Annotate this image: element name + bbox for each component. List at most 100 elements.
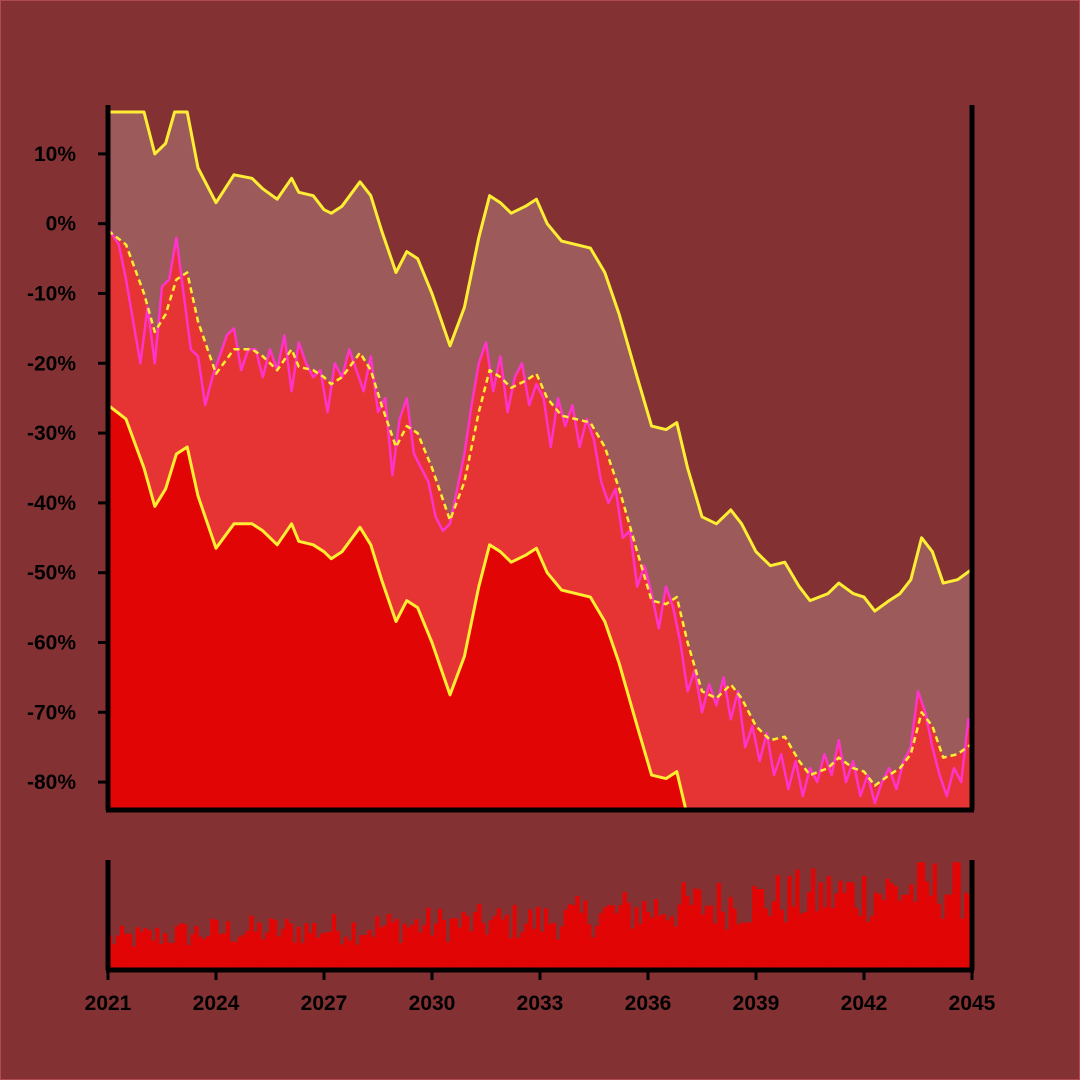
- volume-bar: [300, 943, 305, 970]
- volume-bar: [579, 912, 584, 970]
- volume-bar: [917, 862, 922, 970]
- volume-bar: [363, 935, 368, 970]
- volume-bar: [186, 945, 191, 970]
- volume-bar: [170, 943, 176, 970]
- volume-bar: [724, 929, 729, 970]
- volume-bar: [905, 894, 910, 970]
- volume-bar: [174, 926, 180, 970]
- volume-bar: [811, 868, 816, 970]
- volume-bar: [253, 931, 258, 970]
- volume-bar: [689, 904, 694, 970]
- volume-bar: [799, 913, 804, 970]
- volume-bar: [642, 901, 647, 970]
- volume-bar: [595, 925, 600, 970]
- volume-bar: [842, 892, 847, 970]
- volume-bar: [956, 862, 961, 970]
- upper-band-line: [108, 110, 972, 613]
- volume-bar: [147, 930, 152, 970]
- volume-bar: [712, 923, 718, 970]
- volume-bar: [422, 925, 427, 970]
- volume-bar: [241, 934, 246, 970]
- volume-bar: [225, 921, 231, 970]
- y-tick-label: 10%: [34, 143, 76, 166]
- volume-bar: [940, 918, 945, 970]
- y-tick-label: -10%: [27, 282, 76, 305]
- volume-bar: [803, 912, 808, 970]
- x-tick-label: 2030: [409, 992, 456, 1015]
- volume-bar: [284, 918, 289, 970]
- volume-bar: [540, 931, 545, 970]
- volume-bar: [500, 919, 505, 970]
- volume-bar: [787, 876, 792, 970]
- volume-bar: [838, 880, 843, 970]
- volume-bar: [598, 913, 604, 970]
- volume-bar: [194, 926, 199, 970]
- volume-bar: [312, 923, 317, 970]
- volume-bar: [320, 933, 325, 970]
- x-tick-label: 2027: [301, 992, 348, 1015]
- mid-band-line: [108, 229, 972, 787]
- volume-bar: [127, 933, 132, 970]
- lower-band-line: [108, 403, 688, 810]
- volume-bar: [555, 939, 560, 970]
- volume-bar: [143, 928, 148, 970]
- volume-bar: [155, 927, 160, 970]
- volume-bars: [108, 862, 973, 970]
- volume-bar: [889, 883, 894, 970]
- x-tick-label: 2036: [625, 992, 672, 1015]
- volume-bar: [343, 936, 348, 970]
- volume-bar: [414, 919, 419, 970]
- volume-bar: [123, 933, 128, 970]
- volume-bar: [559, 926, 564, 970]
- volume-bar: [708, 905, 714, 970]
- lower-band-area: [108, 405, 686, 810]
- volume-bar: [276, 936, 282, 970]
- volume-bar: [508, 938, 513, 970]
- volume-bar: [752, 886, 757, 970]
- volume-bar: [728, 897, 733, 970]
- volume-bar: [626, 902, 631, 970]
- volume-bar: [901, 894, 906, 970]
- volume-bar: [913, 902, 918, 970]
- volume-bar: [210, 918, 215, 970]
- volume-bar: [351, 922, 356, 970]
- volume-bar: [783, 922, 788, 970]
- volume-bar: [822, 907, 828, 970]
- volume-bar: [932, 863, 937, 970]
- volume-bar: [759, 889, 765, 970]
- volume-bar: [524, 923, 529, 970]
- volume-bar: [327, 931, 333, 970]
- volume-bar: [756, 889, 761, 970]
- volume-bar: [163, 933, 168, 970]
- volume-bar: [481, 923, 486, 970]
- volume-bar: [135, 927, 140, 970]
- y-tick-label: -30%: [27, 422, 76, 445]
- volume-bar: [567, 904, 572, 970]
- volume-bar: [677, 904, 682, 970]
- volume-bar: [909, 884, 914, 970]
- volume-bar: [960, 918, 965, 970]
- volume-bar: [571, 905, 576, 970]
- volume-bar: [614, 913, 619, 970]
- volume-bar: [316, 937, 321, 970]
- y-tick-label: -60%: [27, 631, 76, 654]
- y-tick-label: -70%: [27, 701, 76, 724]
- volume-bar: [292, 942, 297, 970]
- volume-bar: [261, 939, 266, 970]
- volume-bar: [206, 936, 211, 970]
- volume-bar: [748, 922, 753, 970]
- volume-bar: [159, 944, 164, 970]
- volume-bar: [826, 876, 831, 970]
- x-tick-label: 2021: [85, 992, 132, 1015]
- volume-bar: [587, 924, 592, 970]
- volume-bar: [665, 920, 670, 970]
- volume-bar: [426, 907, 431, 970]
- volume-bar: [430, 935, 435, 970]
- volume-bar: [661, 914, 666, 970]
- volume-bar: [119, 926, 125, 970]
- volume-bar: [198, 936, 203, 970]
- volume-bar: [496, 908, 502, 970]
- volume-bar: [673, 926, 678, 970]
- volume-bar: [610, 905, 615, 970]
